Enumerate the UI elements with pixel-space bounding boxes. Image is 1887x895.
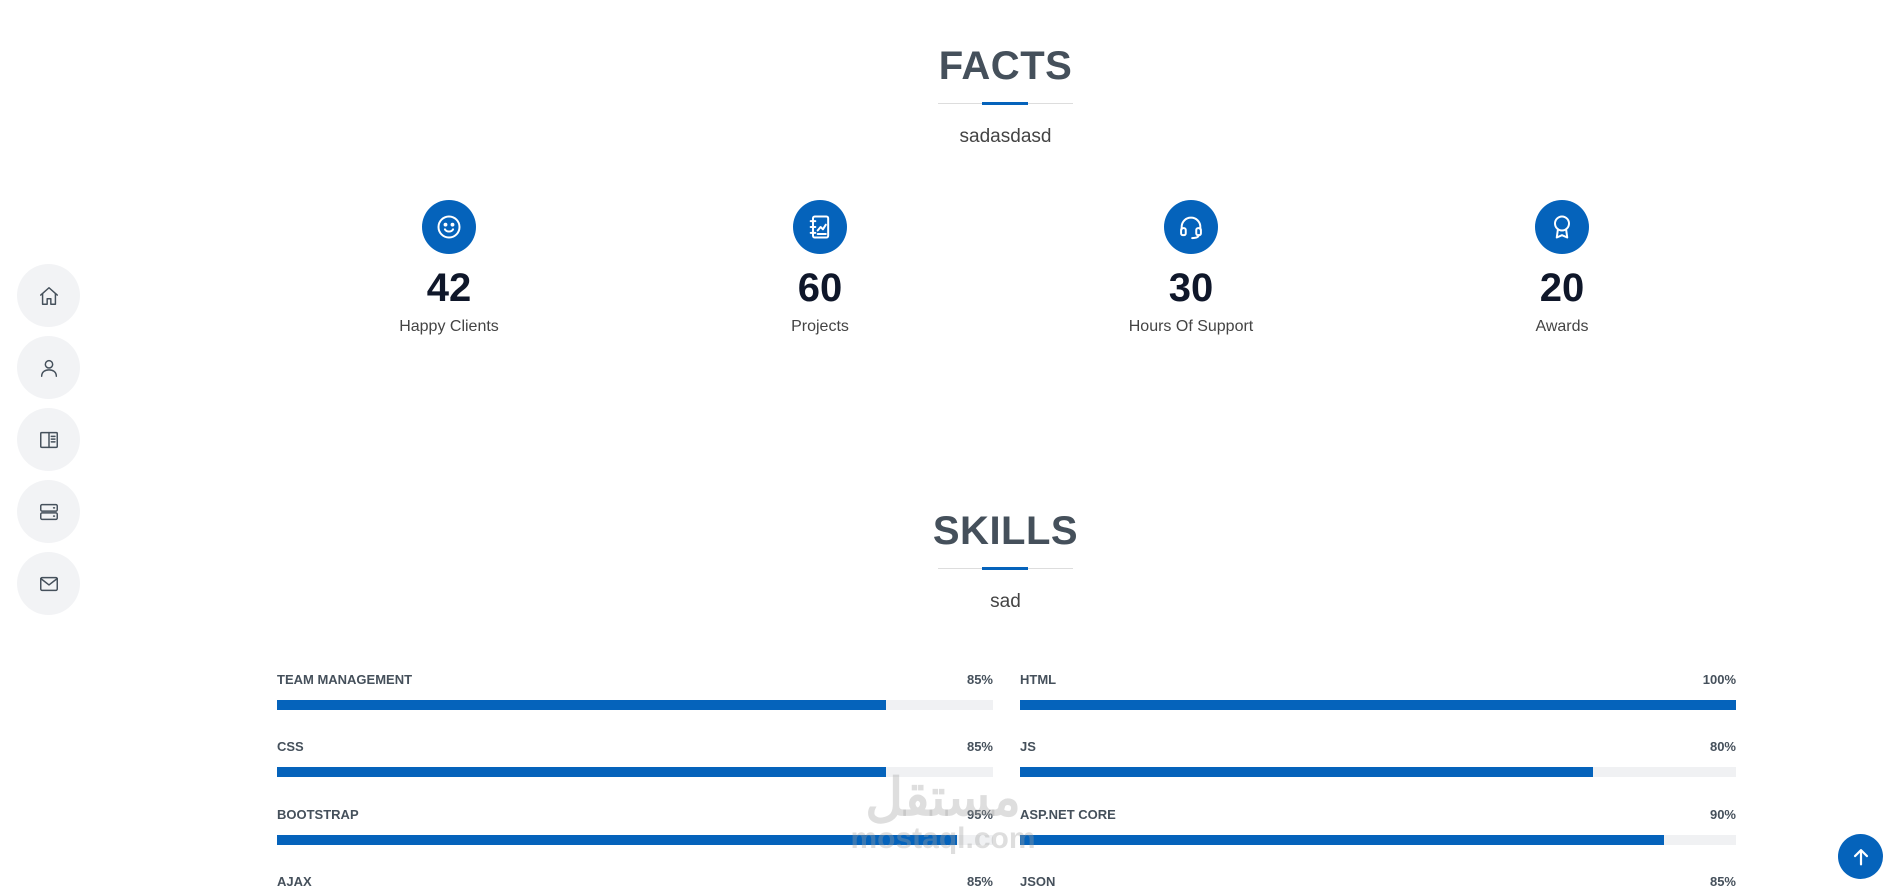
skill-item: ASP.NET CORE 90% — [1020, 807, 1736, 845]
nav-services-button[interactable] — [17, 480, 80, 543]
facts-subtitle: sadasdasd — [959, 126, 1052, 147]
skill-progress-fill — [1020, 700, 1736, 710]
skill-progress-track — [277, 700, 993, 710]
nav-home-button[interactable] — [17, 264, 80, 327]
fact-number: 20 — [1539, 266, 1585, 310]
skill-progress-fill — [1020, 835, 1665, 845]
server-icon — [39, 503, 58, 520]
person-icon — [40, 359, 57, 377]
skill-percent: 100% — [1702, 672, 1736, 687]
fact-label: Happy Clients — [399, 318, 499, 335]
fact-number: 60 — [797, 266, 843, 310]
skills-subtitle: sad — [990, 591, 1021, 612]
home-icon — [39, 286, 58, 305]
facts-section-header: FACTS sadasdasd — [0, 44, 1887, 148]
fact-label: Projects — [791, 318, 849, 335]
fact-icon-circle — [1164, 200, 1218, 254]
fact-number: 30 — [1168, 266, 1214, 310]
skill-name: HTML — [1020, 672, 1057, 687]
fact-icon-circle — [422, 200, 476, 254]
skill-percent: 85% — [966, 874, 993, 889]
skill-progress-track — [277, 835, 993, 845]
skill-item: HTML 100% — [1020, 672, 1736, 710]
skill-percent: 90% — [1709, 807, 1736, 822]
facts-title: FACTS — [938, 44, 1073, 88]
facts-title-divider — [938, 102, 1073, 105]
fact-icon-circle — [1535, 200, 1589, 254]
skills-section-header: SKILLS sad — [0, 509, 1887, 613]
fact-awards: 20 Awards — [1412, 200, 1712, 336]
skill-progress-track — [1020, 767, 1736, 777]
fact-label: Awards — [1535, 318, 1589, 335]
skill-progress-fill — [277, 700, 886, 710]
skill-item: JSON 85% — [1020, 874, 1736, 889]
arrow-up-icon — [1853, 848, 1868, 865]
fact-happy-clients: 42 Happy Clients — [299, 200, 599, 336]
skills-title-divider — [938, 567, 1073, 570]
skill-progress-track — [1020, 700, 1736, 710]
smile-icon — [437, 215, 461, 239]
skill-item: CSS 85% — [277, 739, 993, 777]
award-icon — [1554, 215, 1570, 239]
skill-item: JS 80% — [1020, 739, 1736, 777]
skills-title: SKILLS — [932, 509, 1079, 553]
skill-name: JS — [1020, 739, 1036, 754]
skill-name: JSON — [1020, 874, 1056, 889]
skill-item: TEAM MANAGEMENT 85% — [277, 672, 993, 710]
fact-number: 42 — [426, 266, 472, 310]
fact-icon-circle — [793, 200, 847, 254]
side-navigation — [17, 264, 80, 624]
skill-name: ASP.NET CORE — [1020, 807, 1116, 822]
nav-resume-button[interactable] — [17, 408, 80, 471]
skill-progress-fill — [277, 835, 958, 845]
nav-contact-button[interactable] — [17, 552, 80, 615]
headset-icon — [1180, 216, 1202, 240]
journal-icon — [809, 215, 830, 239]
fact-projects: 60 Projects — [670, 200, 970, 336]
skill-progress-track — [277, 767, 993, 777]
back-to-top-button[interactable] — [1838, 834, 1883, 879]
skill-item: BOOTSTRAP 95% — [277, 807, 993, 845]
resume-icon — [39, 431, 58, 448]
skill-percent: 85% — [966, 672, 993, 687]
skill-name: BOOTSTRAP — [277, 807, 359, 822]
skill-percent: 80% — [1709, 739, 1736, 754]
nav-about-button[interactable] — [17, 336, 80, 399]
skill-percent: 85% — [966, 739, 993, 754]
envelope-icon — [39, 576, 58, 591]
fact-hours-support: 30 Hours Of Support — [1041, 200, 1341, 336]
fact-label: Hours Of Support — [1128, 318, 1254, 335]
skill-name: TEAM MANAGEMENT — [277, 672, 413, 687]
skill-item: AJAX 85% — [277, 874, 993, 889]
skill-name: CSS — [277, 739, 304, 754]
skill-progress-fill — [277, 767, 886, 777]
skill-percent: 85% — [1709, 874, 1736, 889]
skill-progress-track — [1020, 835, 1736, 845]
skill-percent: 95% — [966, 807, 993, 822]
skill-name: AJAX — [277, 874, 312, 889]
skill-progress-fill — [1020, 767, 1593, 777]
